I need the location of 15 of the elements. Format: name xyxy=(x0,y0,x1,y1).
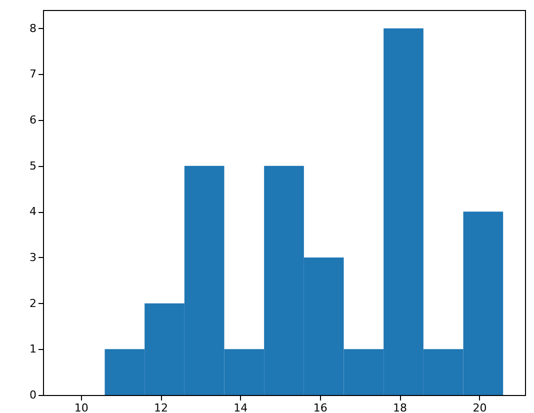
x-tick-label: 18 xyxy=(393,402,408,413)
x-tick-label: 16 xyxy=(313,402,328,413)
x-tick-label: 14 xyxy=(234,402,248,413)
y-tick-label: 6 xyxy=(30,114,36,126)
y-tick-label: 4 xyxy=(30,205,36,218)
y-tick-label: 3 xyxy=(30,251,36,264)
y-tick-label: 5 xyxy=(30,159,36,172)
y-tick-label: 8 xyxy=(30,22,36,35)
x-tick-label: 20 xyxy=(472,402,487,413)
y-tick-label: 1 xyxy=(30,342,36,356)
y-tick-label: 0 xyxy=(30,388,36,402)
x-tick-label: 12 xyxy=(154,402,168,413)
x-tick-label: 10 xyxy=(74,402,88,413)
y-tick-label: 2 xyxy=(30,296,36,310)
y-tick-label: 7 xyxy=(30,68,36,81)
